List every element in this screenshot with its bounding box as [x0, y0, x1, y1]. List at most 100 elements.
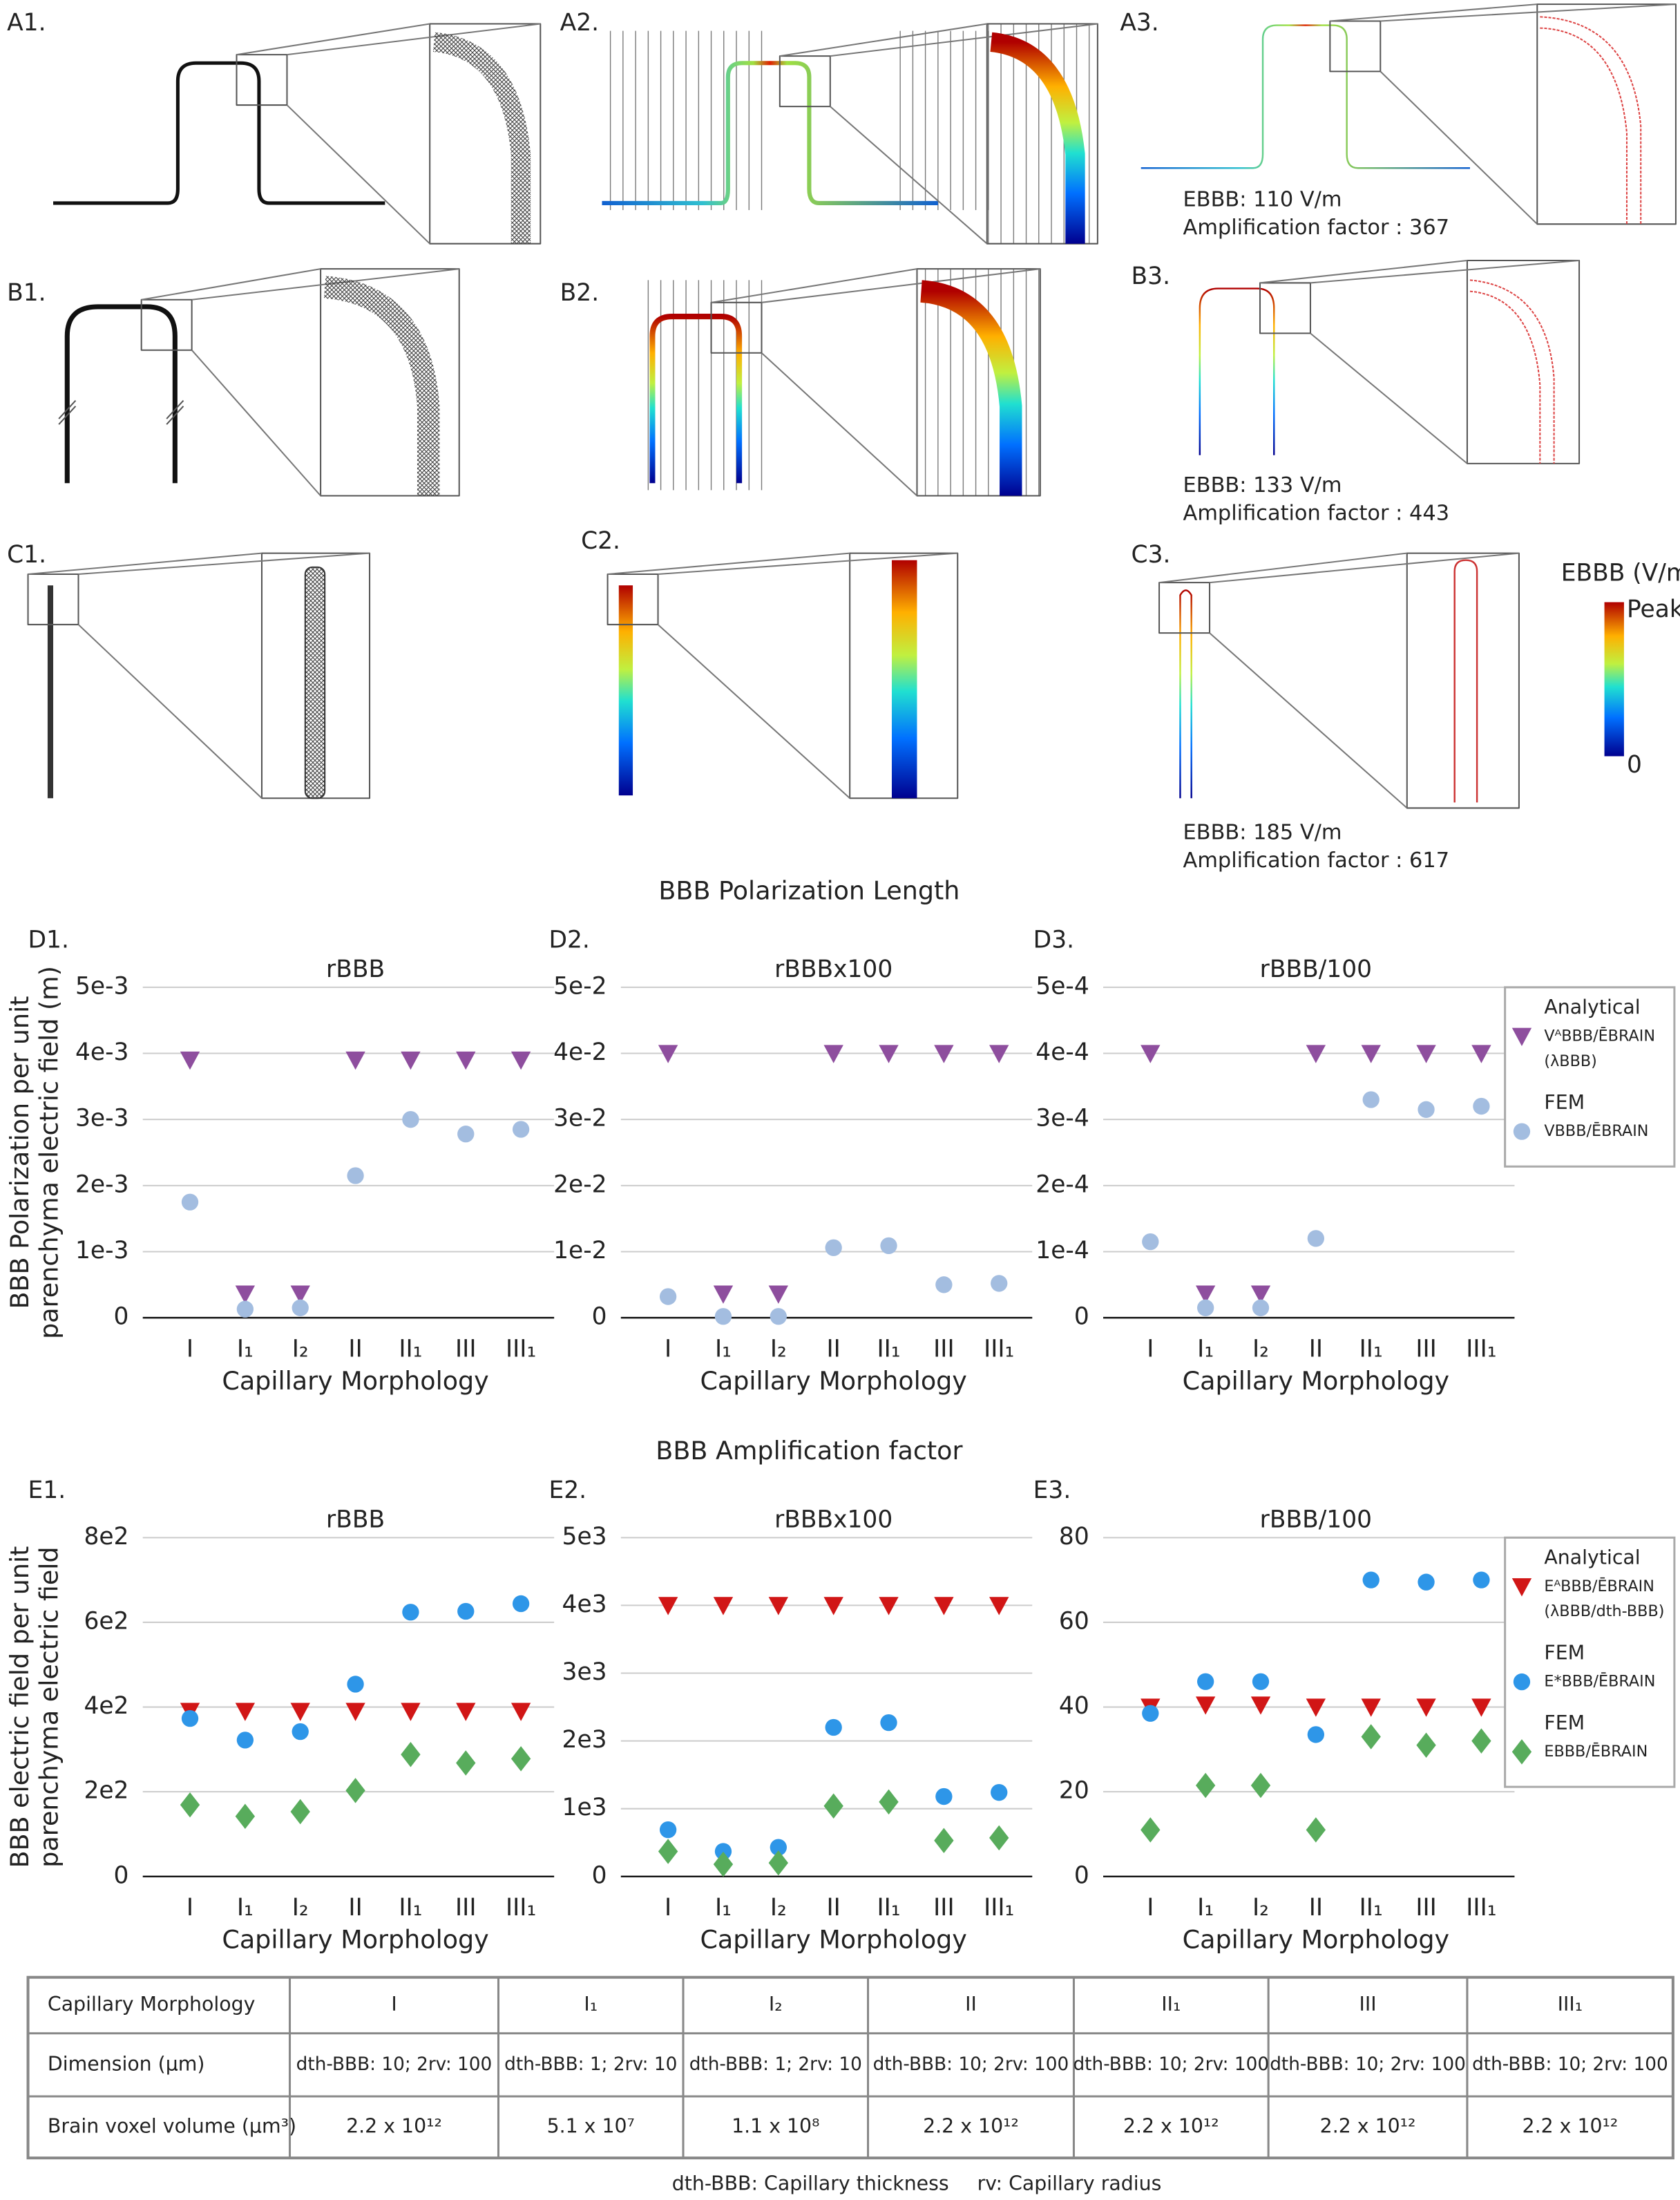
chart-title: rBBB: [326, 956, 385, 983]
y-tick-label: 8e2: [84, 1523, 128, 1551]
marker: [1471, 1045, 1491, 1063]
marker: [825, 1718, 842, 1736]
marker: [401, 1051, 421, 1070]
marker: [1306, 1045, 1326, 1063]
panel-label: A3.: [1120, 9, 1158, 37]
x-tick-label: I₂: [770, 1894, 787, 1922]
y-tick-label: 2e-4: [1035, 1170, 1089, 1198]
marker: [879, 1597, 899, 1615]
row-header: Brain voxel volume (μm³): [48, 2115, 296, 2138]
annotation: EBBB: 133 V/m: [1183, 473, 1342, 497]
y-axis-label: BBB Polarization per unit: [5, 996, 35, 1309]
legend-label: Analytical: [1544, 996, 1640, 1018]
marker: [402, 1111, 419, 1128]
y-tick-label: 4e-3: [75, 1039, 128, 1066]
x-tick-label: II₁: [877, 1335, 900, 1363]
panel-label: D3.: [1033, 926, 1074, 954]
table-cell: III₁: [1558, 1993, 1583, 2016]
footnote: dth-BBB: Capillary thickness: [672, 2172, 949, 2195]
marker: [768, 1597, 789, 1615]
colorbar: [1604, 602, 1624, 757]
zoom-box: [1259, 282, 1311, 334]
annotation: Amplification factor : 443: [1183, 501, 1450, 525]
marker: [1306, 1817, 1326, 1843]
marker: [934, 1828, 954, 1854]
marker: [768, 1850, 789, 1876]
marker: [879, 1789, 899, 1815]
field-lines: [896, 30, 994, 211]
marker: [290, 1285, 310, 1304]
chart-title: rBBBx100: [774, 956, 892, 983]
capillary: [53, 61, 385, 205]
legend-text: (λBBB): [1544, 1052, 1596, 1070]
zoom-box: [710, 301, 763, 354]
marker: [934, 1597, 954, 1615]
y-tick-label: 5e-2: [553, 972, 607, 1000]
marker: [713, 1597, 734, 1615]
marker: [1362, 1571, 1380, 1589]
marker: [1306, 1698, 1326, 1717]
panel-label: C2.: [581, 527, 620, 555]
x-tick-label: II₁: [877, 1894, 900, 1922]
x-tick-label: II₁: [1359, 1894, 1383, 1922]
x-tick-label: I: [1147, 1335, 1154, 1363]
marker: [347, 1676, 364, 1693]
legend-text: EBBB/ĒBRAIN: [1544, 1742, 1648, 1761]
marker: [659, 1821, 677, 1839]
marker: [1361, 1045, 1381, 1063]
marker: [659, 1288, 677, 1305]
y-tick-label: 1e-4: [1035, 1237, 1089, 1264]
x-tick-label: III₁: [1466, 1335, 1496, 1363]
legend-box: [1504, 986, 1676, 1168]
zoom-line: [141, 268, 459, 497]
marker: [292, 1723, 309, 1741]
legend-text: E*BBB/ĒBRAIN: [1544, 1672, 1655, 1691]
x-tick-label: II₁: [399, 1894, 422, 1922]
marker: [290, 1703, 310, 1721]
zoom-box: [607, 573, 659, 625]
zoom-line: [711, 268, 1040, 497]
panel-label: E1.: [28, 1477, 66, 1504]
x-tick-label: I: [187, 1894, 193, 1922]
y-tick-label: 4e3: [562, 1591, 607, 1618]
marker: [1513, 1123, 1531, 1140]
colorbar-top: Peak: [1627, 596, 1680, 623]
x-tick-label: III: [455, 1335, 476, 1363]
y-tick-label: 6e2: [84, 1607, 128, 1635]
table-cell: 2.2 x 10¹²: [1320, 2115, 1416, 2138]
y-tick-label: 3e-4: [1035, 1105, 1089, 1132]
marker: [989, 1825, 1009, 1851]
marker: [1195, 1772, 1216, 1799]
marker: [181, 1193, 199, 1211]
x-tick-label: I₂: [1252, 1335, 1269, 1363]
table-cell: I₂: [769, 1993, 783, 2016]
zoom-line: [1259, 260, 1580, 464]
x-tick-label: I₂: [292, 1894, 309, 1922]
x-tick-label: II: [827, 1335, 841, 1363]
marker: [991, 1275, 1008, 1292]
marker: [1473, 1097, 1490, 1115]
marker: [1511, 1027, 1532, 1046]
zoom-view: [1536, 3, 1677, 225]
x-tick-label: II: [348, 1335, 362, 1363]
marker: [180, 1792, 200, 1818]
marker: [510, 1051, 531, 1070]
annotation: Amplification factor : 617: [1183, 848, 1450, 873]
y-tick-label: 1e-3: [75, 1237, 128, 1264]
marker: [823, 1597, 843, 1615]
zoom-line: [28, 552, 370, 799]
table-cell: III: [1359, 1993, 1377, 2016]
y-tick-label: 5e-4: [1035, 972, 1089, 1000]
marker: [658, 1839, 678, 1864]
x-tick-label: II₁: [1359, 1335, 1383, 1363]
table-cell: II: [965, 1993, 977, 2016]
marker: [1513, 1673, 1531, 1691]
marker: [1418, 1101, 1435, 1118]
x-axis-label: Capillary Morphology: [1183, 1925, 1449, 1955]
zoom-line: [236, 23, 541, 245]
zoom-box: [1158, 582, 1211, 634]
y-tick-label: 1e-2: [553, 1237, 607, 1264]
marker: [714, 1308, 732, 1325]
table-cell: 2.2 x 10¹²: [923, 2115, 1019, 2138]
field: [891, 560, 917, 799]
